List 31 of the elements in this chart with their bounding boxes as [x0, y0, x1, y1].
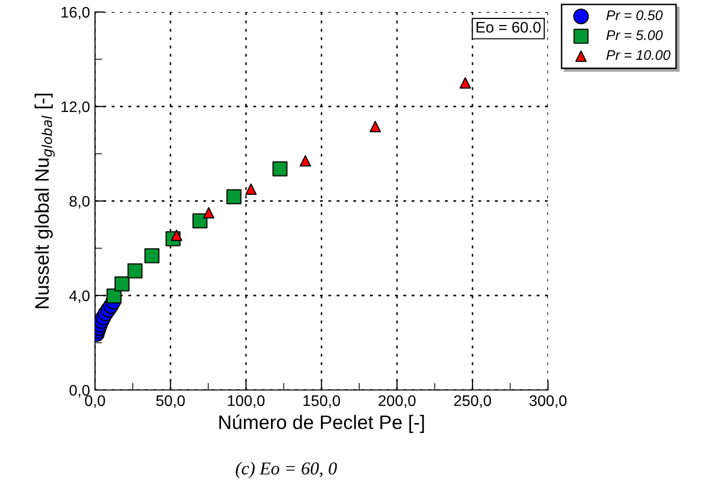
x-tick-label: 200,0 — [378, 395, 416, 408]
x-tick-label: 150,0 — [304, 395, 340, 408]
annotation: Eo = 60.0 — [476, 22, 541, 33]
point — [144, 248, 160, 264]
y-tick-label: 8,0 — [70, 196, 90, 208]
x-tick-label: 50,0 — [156, 395, 185, 408]
x-tick-label: 300,0 — [529, 395, 567, 408]
point — [106, 288, 122, 304]
x-tick-label: 0,0 — [84, 395, 106, 408]
point — [300, 155, 312, 167]
y-axis-title: Nusselt global Nu$_{global}$ [-] — [34, 94, 55, 308]
point — [128, 263, 143, 278]
point — [370, 120, 381, 132]
legend-label: Pr = 0.50 — [606, 10, 663, 20]
x-axis-title: Número de Peclet Pe [-] — [219, 414, 424, 434]
legend-label: Pr = 5.00 — [606, 30, 663, 40]
point — [226, 189, 242, 204]
y-tick-label: 16,0 — [62, 6, 90, 20]
point — [192, 213, 208, 228]
point — [114, 276, 130, 292]
x-tick-label: 250,0 — [454, 395, 492, 408]
y-tick-label: 12,0 — [62, 101, 90, 114]
point — [245, 183, 257, 195]
legend-label: Pr = 10.00 — [606, 50, 670, 60]
point — [460, 77, 471, 89]
point — [203, 207, 214, 219]
y-tick-label: 0,0 — [70, 384, 90, 398]
text: (c) Eo = 60, 0 — [236, 462, 337, 478]
y-tick-label: 4,0 — [69, 290, 90, 303]
point — [272, 161, 288, 176]
x-tick-label: 100,0 — [228, 395, 265, 408]
